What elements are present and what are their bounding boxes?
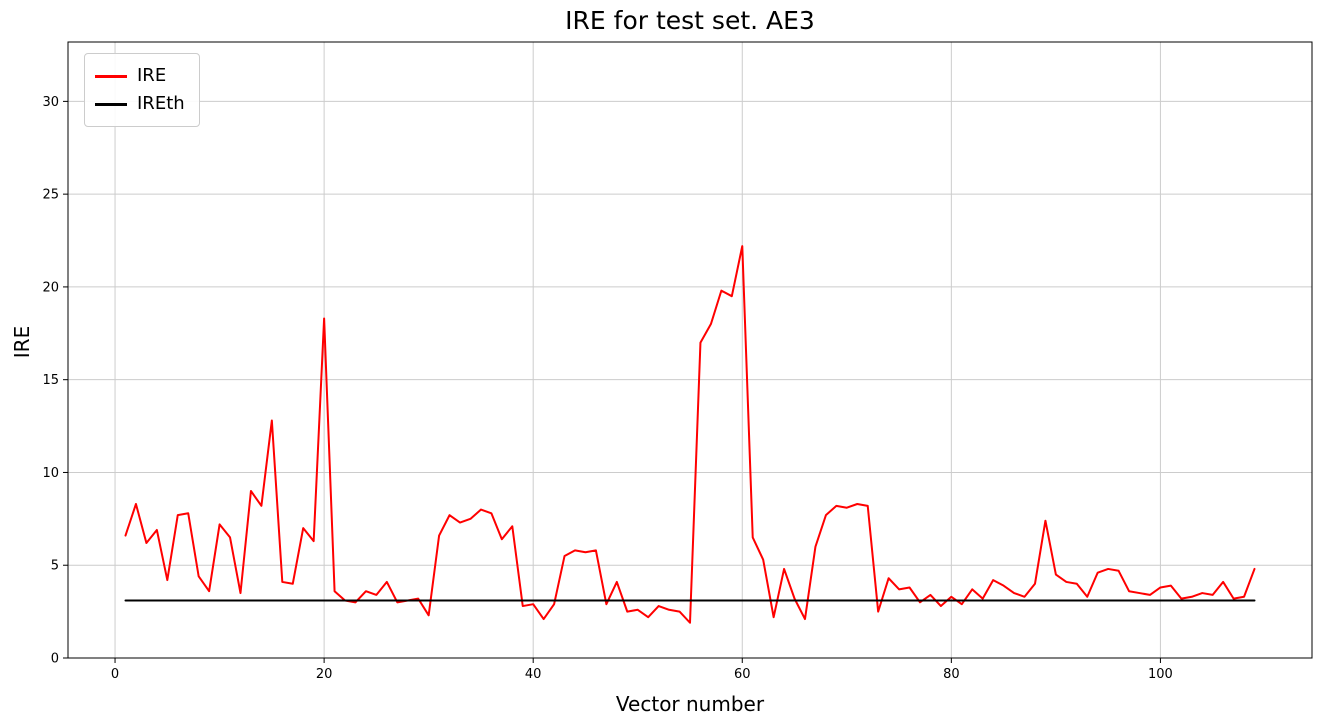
legend-label-ire: IRE [137,65,167,86]
svg-text:0: 0 [111,667,119,682]
legend-item-ire: IRE [95,62,185,90]
chart-title: IRE for test set. AE3 [565,6,815,35]
svg-text:5: 5 [51,559,59,574]
svg-text:60: 60 [734,667,751,682]
svg-text:20: 20 [316,667,333,682]
legend-line-sample-ire [95,74,127,78]
svg-text:20: 20 [42,280,59,295]
svg-text:10: 10 [42,466,59,481]
x-axis-label: Vector number [615,692,765,716]
legend-label-ireth: IREth [137,93,185,114]
y-axis-label: IRE [10,325,34,359]
svg-text:30: 30 [42,95,59,110]
svg-text:15: 15 [42,373,59,388]
svg-text:25: 25 [42,188,59,203]
svg-text:100: 100 [1148,667,1173,682]
legend-line-sample-ireth [95,102,127,106]
legend: IRE IREth [84,53,200,127]
svg-text:80: 80 [943,667,960,682]
legend-item-ireth: IREth [95,90,185,118]
svg-text:0: 0 [51,652,59,667]
svg-text:40: 40 [525,667,542,682]
